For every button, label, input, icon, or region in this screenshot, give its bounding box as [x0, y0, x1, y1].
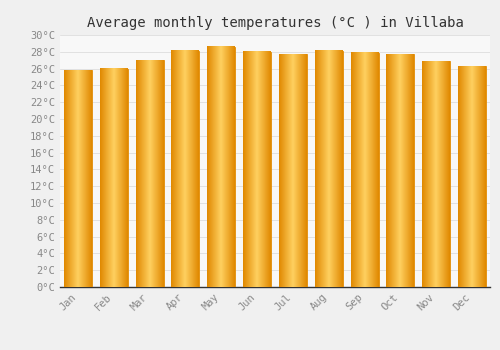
Bar	[458, 66, 486, 287]
Bar	[243, 52, 271, 287]
Bar	[315, 51, 342, 287]
Bar	[422, 61, 450, 287]
Bar	[386, 54, 414, 287]
Title: Average monthly temperatures (°C ) in Villaba: Average monthly temperatures (°C ) in Vi…	[86, 16, 464, 30]
Bar	[100, 69, 128, 287]
Bar	[136, 60, 164, 287]
Bar	[350, 52, 378, 287]
Bar	[64, 70, 92, 287]
Bar	[208, 47, 235, 287]
Bar	[172, 51, 200, 287]
Bar	[279, 54, 307, 287]
